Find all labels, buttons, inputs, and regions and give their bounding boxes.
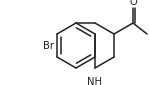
Text: NH: NH xyxy=(87,77,103,85)
Text: Br: Br xyxy=(43,41,54,51)
Text: O: O xyxy=(129,0,137,7)
